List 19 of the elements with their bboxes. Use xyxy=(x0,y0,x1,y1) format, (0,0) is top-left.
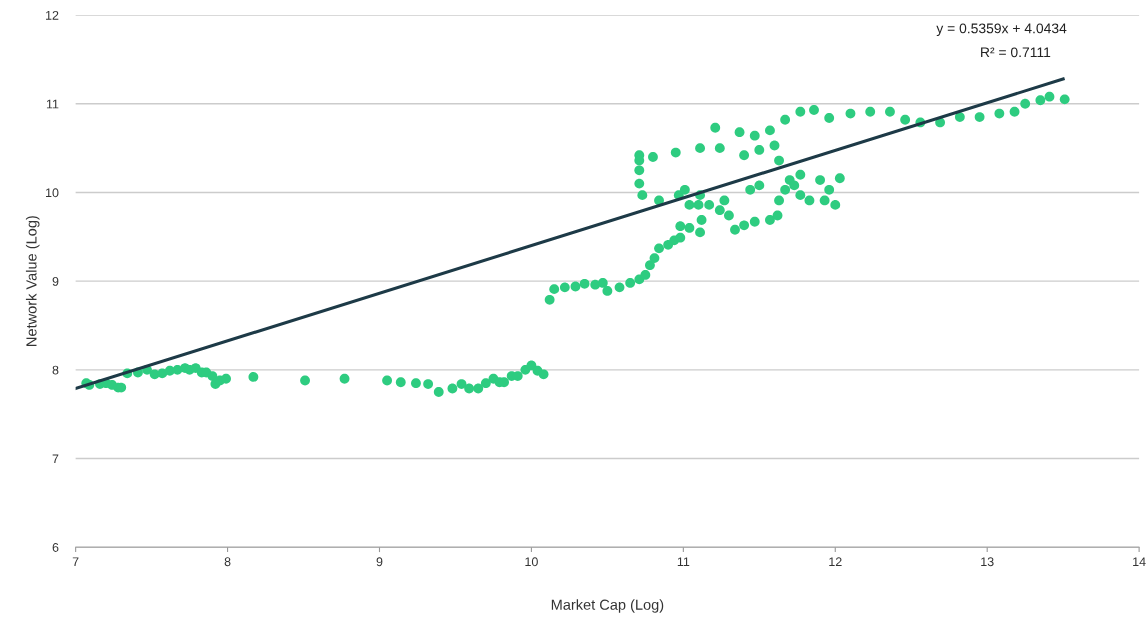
x-tick-label: 11 xyxy=(677,557,690,567)
x-tick-label: 13 xyxy=(981,557,994,567)
y-axis-title: Network Value (Log) xyxy=(25,216,40,346)
x-tick-label: 7 xyxy=(72,557,79,567)
y-tick-label: 7 xyxy=(52,454,59,464)
x-tick-label: 12 xyxy=(829,557,842,567)
y-tick-label: 6 xyxy=(52,543,59,552)
y-tick-label: 8 xyxy=(52,365,59,375)
x-tick-label: 8 xyxy=(224,557,231,567)
x-tick-label: 9 xyxy=(376,557,383,567)
x-tick-label: 10 xyxy=(525,557,538,567)
annotation: R² = 0.7111 xyxy=(981,47,1051,58)
x-axis-title: Market Cap (Log) xyxy=(551,599,664,613)
y-tick-label: 10 xyxy=(46,188,59,198)
y-tick-label: 9 xyxy=(52,276,59,286)
x-tick-label: 14 xyxy=(1133,557,1146,567)
y-tick-label: 11 xyxy=(46,99,59,109)
y-tick-label: 12 xyxy=(46,10,59,20)
annotation: y = 0.5359x + 4.0434 xyxy=(936,23,1067,37)
